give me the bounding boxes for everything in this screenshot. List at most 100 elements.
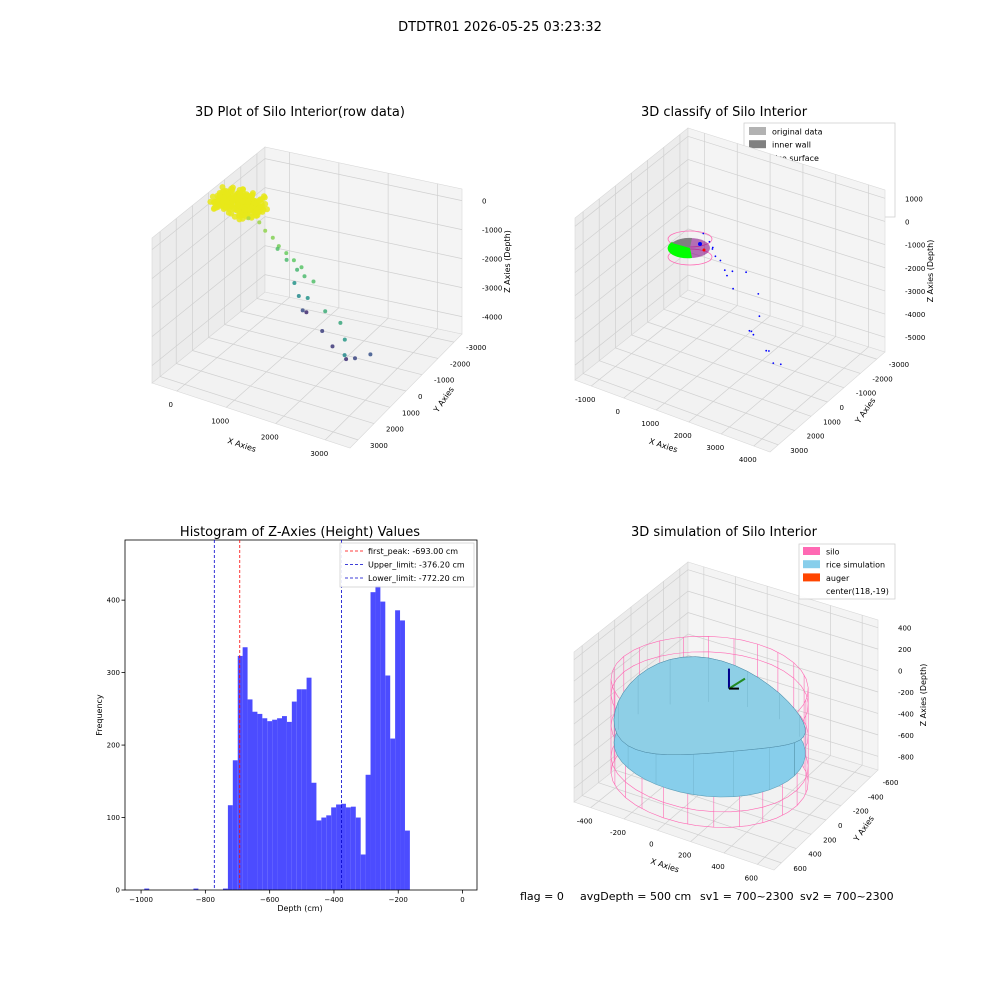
raw-scatter-point xyxy=(330,344,335,349)
classify-noise-point xyxy=(750,330,753,333)
raw-ztick: -3000 xyxy=(482,285,502,293)
classify-ygrid xyxy=(615,347,812,417)
sim-xtick: 0 xyxy=(649,840,653,848)
classify-noise-point xyxy=(765,349,768,352)
raw-cluster-point xyxy=(244,198,251,205)
raw-scatter-point xyxy=(291,258,296,263)
histogram-bar xyxy=(257,713,263,890)
raw-ylabel: Y Axies xyxy=(431,385,456,415)
classify-ztick: -2000 xyxy=(905,265,925,273)
suptitle: DTDTR01 2026-05-25 03:23:32 xyxy=(398,20,602,35)
sim-ygrid xyxy=(582,795,782,864)
histogram-bar xyxy=(232,760,238,890)
raw-ygrid xyxy=(256,298,455,343)
classify-noise-point xyxy=(757,293,760,295)
classify-zgrid xyxy=(574,205,886,297)
histogram-bar xyxy=(306,677,312,890)
raw-cluster-point xyxy=(228,188,235,195)
sim-legend-swatch xyxy=(803,547,820,555)
classify-zgrid xyxy=(574,135,886,227)
raw-scatter-point xyxy=(300,308,305,313)
raw-cluster-point xyxy=(239,198,246,205)
histogram-bar xyxy=(375,585,381,890)
histogram-bar xyxy=(144,888,150,890)
sim-legend-label: silo xyxy=(826,548,840,557)
sim-zgrid xyxy=(573,655,879,746)
classify-xtick: 3000 xyxy=(706,444,724,452)
sim-auger-y xyxy=(728,677,746,690)
classify-legend-label: original data xyxy=(772,128,823,137)
classify-ytick: 3000 xyxy=(790,447,808,455)
raw-scatter-point xyxy=(284,251,289,256)
raw-scatter-point xyxy=(284,257,289,262)
classify-xtick: 1000 xyxy=(641,420,659,428)
histogram-ytick-label: 300 xyxy=(107,669,120,677)
histogram-ytick-label: 100 xyxy=(107,814,120,822)
raw-ygrid xyxy=(159,376,359,441)
histogram-bar xyxy=(350,806,356,890)
classify-ztick: -4000 xyxy=(905,311,925,319)
status-flag: flag = 0 xyxy=(520,890,564,903)
classify-ztick: 1000 xyxy=(905,195,923,203)
raw-cluster-point xyxy=(246,206,253,213)
raw-ztick: -4000 xyxy=(482,314,502,322)
raw-scatter-point xyxy=(263,228,268,233)
sim-ytick: 0 xyxy=(838,822,842,830)
classify-title: 3D classify of Silo Interior xyxy=(641,105,808,120)
sim-ytick: 600 xyxy=(793,865,806,873)
histogram-legend-label: Lower_limit: -772.20 cm xyxy=(368,574,465,583)
sim-zgrid xyxy=(573,633,879,725)
histogram-ytick-label: 0 xyxy=(116,887,120,895)
raw-cluster-point xyxy=(219,184,226,191)
raw-cluster-point xyxy=(237,190,244,196)
histogram-bar xyxy=(252,711,258,890)
raw-cluster-point xyxy=(243,191,250,198)
sim-ztick: -600 xyxy=(898,732,914,740)
classify-ygrid xyxy=(631,334,828,403)
sim-legend-label: center(118,-19) xyxy=(826,587,889,596)
classify-ytick: -2000 xyxy=(872,375,892,383)
raw-ztick: 0 xyxy=(482,198,486,206)
raw-scatter-point xyxy=(295,267,300,272)
raw-cluster-point xyxy=(209,193,216,200)
raw-scatter-point xyxy=(305,296,310,300)
raw-cluster-point xyxy=(241,206,248,213)
raw-cluster-point xyxy=(229,198,236,205)
classify-legend-label: rice surface xyxy=(772,154,819,163)
raw-scatter-point xyxy=(338,320,343,325)
raw-cluster-point xyxy=(255,209,262,216)
histogram-bar xyxy=(277,718,282,890)
raw-xtick: 3000 xyxy=(310,450,328,458)
histogram-bar xyxy=(311,782,317,890)
raw-scatter-point xyxy=(304,310,309,315)
raw-cluster-point xyxy=(223,204,230,211)
raw-zlabel: Z Axies (Depth) xyxy=(503,230,512,293)
raw-xtick: 0 xyxy=(169,401,173,409)
classify-noise-point xyxy=(772,362,775,364)
histogram-bar xyxy=(242,647,248,890)
status-avg-depth: avgDepth = 500 cm xyxy=(580,890,691,903)
raw-ytick: -1000 xyxy=(434,377,454,385)
raw-scatter-title: 3D Plot of Silo Interior(row data) xyxy=(195,105,405,120)
raw-scatter-point xyxy=(323,309,328,314)
raw-ytick: 3000 xyxy=(370,442,388,450)
raw-cluster-point xyxy=(216,192,223,199)
classify-noise-point xyxy=(758,315,761,318)
classify-xtick: 0 xyxy=(616,408,620,416)
histogram-bar xyxy=(380,601,386,890)
sim-xtick: 600 xyxy=(745,874,758,882)
classify-ztick: -1000 xyxy=(905,242,925,250)
classify-ygrid xyxy=(663,308,861,374)
classify-noise-point xyxy=(732,287,734,290)
classify-noise-point xyxy=(745,271,747,274)
raw-scatter-point xyxy=(344,357,349,362)
classify-noise-point xyxy=(714,255,717,258)
raw-scatter-point xyxy=(342,353,347,358)
raw-ygrid xyxy=(176,363,375,424)
raw-cluster-point xyxy=(213,204,220,211)
classify-zgrid xyxy=(574,182,886,273)
raw-scatter-point xyxy=(257,220,262,225)
histogram-bar xyxy=(360,854,366,890)
sim-rice-top xyxy=(613,656,806,755)
histogram-bar xyxy=(345,807,351,890)
